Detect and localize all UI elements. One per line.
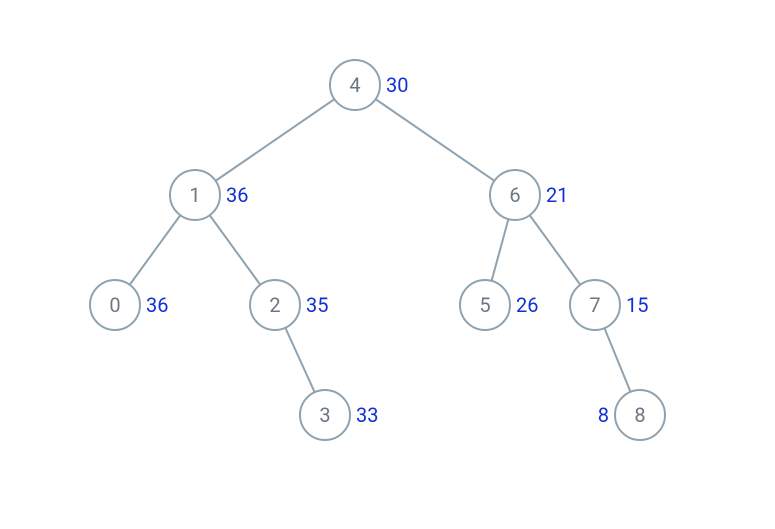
edges-layer bbox=[115, 85, 640, 415]
tree-node: 4 30 bbox=[330, 60, 408, 110]
tree-node: 6 21 bbox=[490, 170, 568, 220]
tree-node: 2 35 bbox=[250, 280, 328, 330]
tree-edge bbox=[195, 85, 355, 195]
node-label: 3 bbox=[319, 403, 330, 427]
tree-node: 5 26 bbox=[460, 280, 538, 330]
node-annotation: 21 bbox=[546, 183, 568, 207]
node-annotation: 36 bbox=[146, 293, 168, 317]
node-label: 6 bbox=[509, 183, 520, 207]
tree-node: 7 15 bbox=[570, 280, 648, 330]
node-label: 1 bbox=[189, 183, 200, 207]
node-annotation: 30 bbox=[386, 73, 408, 97]
tree-node: 88 bbox=[598, 390, 665, 440]
node-label: 8 bbox=[634, 403, 645, 427]
node-annotation: 8 bbox=[598, 403, 609, 427]
node-label: 0 bbox=[109, 293, 120, 317]
node-annotation: 26 bbox=[516, 293, 538, 317]
node-label: 2 bbox=[269, 293, 280, 317]
tree-node: 1 36 bbox=[170, 170, 248, 220]
node-annotation: 35 bbox=[306, 293, 328, 317]
node-label: 4 bbox=[349, 73, 360, 97]
node-annotation: 15 bbox=[626, 293, 648, 317]
tree-diagram: 43013662103623552671533388 bbox=[0, 0, 775, 529]
tree-node: 333 bbox=[300, 390, 378, 440]
node-annotation: 33 bbox=[356, 403, 378, 427]
node-label: 7 bbox=[589, 293, 600, 317]
tree-node: 0 36 bbox=[90, 280, 168, 330]
nodes-layer: 43013662103623552671533388 bbox=[90, 60, 665, 440]
node-annotation: 36 bbox=[226, 183, 248, 207]
node-label: 5 bbox=[479, 293, 490, 317]
tree-edge bbox=[355, 85, 515, 195]
